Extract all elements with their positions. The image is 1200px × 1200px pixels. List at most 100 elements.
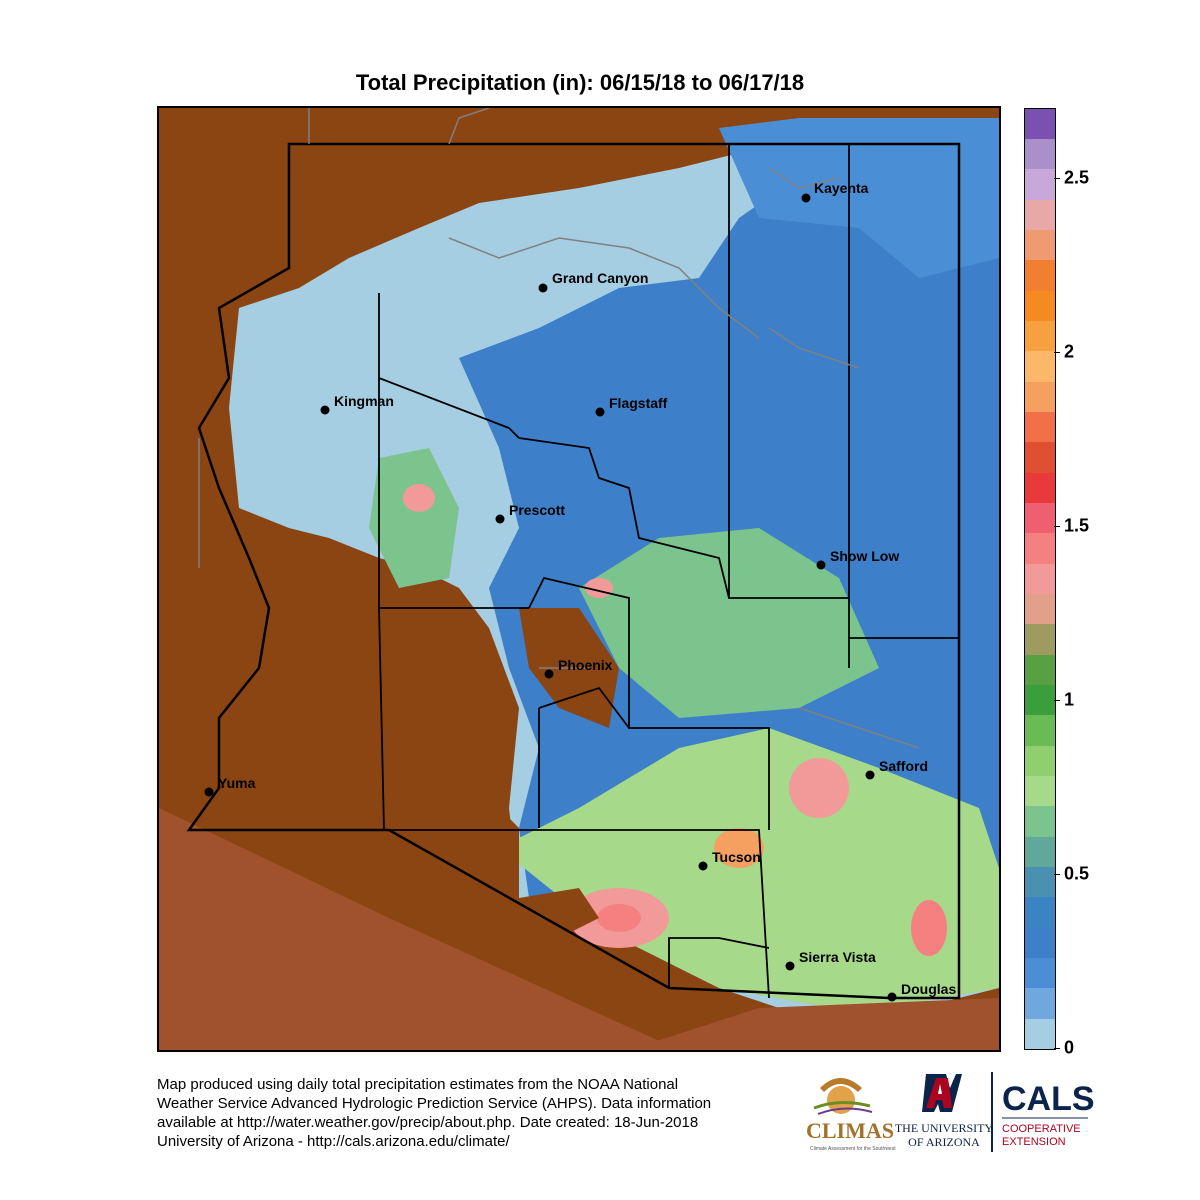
city-label-phoenix: Phoenix [558, 657, 613, 673]
colorbar-tick-mark [1054, 351, 1060, 353]
colorbar-segment [1025, 745, 1055, 777]
colorbar-segment [1025, 381, 1055, 413]
precip-green-zone-south [499, 728, 999, 1013]
colorbar-segment [1025, 199, 1055, 231]
colorbar-tick-label: 0 [1064, 1037, 1075, 1058]
city-grand-canyon: Grand Canyon [538, 270, 648, 293]
city-yuma: Yuma [204, 775, 256, 797]
city-tucson: Tucson [698, 849, 761, 871]
colorbar-segment [1025, 867, 1055, 898]
map-title: Total Precipitation (in): 06/15/18 to 06… [355, 70, 805, 95]
colorbar-segment [1025, 715, 1055, 746]
colorbar-segment [1025, 321, 1055, 352]
cals-text: CALS [1002, 1080, 1095, 1118]
city-safford: Safford [865, 758, 928, 780]
precip-blue-zone-2 [719, 118, 999, 278]
colorbar-segment [1025, 412, 1055, 443]
colorbar-tick-mark [1054, 525, 1060, 527]
colorbar-segment [1025, 230, 1055, 261]
colorbar-tick-mark [1054, 177, 1060, 179]
university-of-arizona-logo: THE UNIVERSITY OF ARIZONA [895, 1074, 994, 1149]
precip-hotspot-prescott [403, 484, 435, 512]
colorbar-tick-label: 0.5 [1064, 863, 1090, 884]
caption-line-2: Weather Service Advanced Hydrologic Pred… [157, 1095, 712, 1112]
colorbar-segment [1025, 503, 1055, 534]
reservation-outlines [198, 108, 920, 749]
dry-area-west [159, 108, 599, 988]
precip-hotspot-safford [789, 758, 849, 818]
colorbar-segment [1025, 776, 1055, 807]
colorbar-segment [1025, 927, 1055, 959]
city-label-flagstaff: Flagstaff [609, 395, 668, 411]
cals-sub-line2: EXTENSION [1002, 1136, 1066, 1148]
state-border [186, 142, 961, 1000]
city-label-kayenta: Kayenta [814, 180, 869, 196]
city-prescott: Prescott [495, 502, 565, 524]
city-phoenix: Phoenix [544, 657, 613, 679]
colorbar-segment [1025, 988, 1055, 1019]
ua-text-line2: OF ARIZONA [908, 1135, 980, 1149]
city-flagstaff: Flagstaff [595, 395, 668, 417]
colorbar-segment [1025, 624, 1055, 655]
precip-hotspot-tucson-ne [714, 828, 764, 868]
colorbar-segment [1025, 563, 1055, 595]
city-douglas: Douglas [887, 981, 956, 1002]
colorbar-segment [1025, 260, 1055, 291]
colorbar-segment [1025, 139, 1055, 170]
city-label-sierra-vista: Sierra Vista [799, 949, 876, 965]
colorbar-segment [1025, 897, 1055, 928]
dry-area-south [629, 998, 999, 1050]
colorbar-tick-mark [1054, 699, 1060, 701]
climas-text: CLIMAS [806, 1118, 894, 1143]
colorbar-tick-label: 1 [1064, 689, 1075, 710]
city-label-show-low: Show Low [830, 548, 899, 564]
colorbar-segment [1025, 472, 1055, 504]
caption-line-3: available at http://water.weather.gov/pr… [157, 1114, 699, 1131]
map-svg: Kayenta Grand Canyon Kingman Flagstaff P… [159, 108, 999, 1050]
colorbar [1024, 108, 1056, 1050]
city-label-yuma: Yuma [218, 775, 256, 791]
colorbar-segment [1025, 685, 1055, 716]
climas-subtitle: Climate Assessment for the Southwest [810, 1146, 896, 1152]
colorbar-segment [1025, 442, 1055, 473]
city-show-low: Show Low [816, 548, 899, 570]
logos-svg: CLIMAS Climate Assessment for the Southw… [806, 1072, 1095, 1152]
cals-sub-line1: COOPERATIVE [1002, 1123, 1081, 1135]
climas-logo: CLIMAS Climate Assessment for the Southw… [806, 1078, 896, 1152]
colorbar-segment [1025, 169, 1055, 200]
logos: CLIMAS Climate Assessment for the Southw… [800, 1068, 1190, 1158]
map-caption: Map produced using daily total precipita… [157, 1075, 797, 1151]
colorbar-segment [1025, 1018, 1055, 1049]
colorbar-tick-label: 2 [1064, 341, 1075, 362]
colorbar-tick-label: 2.5 [1064, 167, 1090, 188]
colorbar-tick-mark [1054, 873, 1060, 875]
ua-text-line1: THE UNIVERSITY [895, 1121, 994, 1135]
precip-hotspot-east [911, 900, 947, 956]
caption-line-1: Map produced using daily total precipita… [157, 1076, 679, 1093]
city-label-douglas: Douglas [901, 981, 956, 997]
city-label-grand-canyon: Grand Canyon [552, 270, 648, 286]
precip-green-zone-west [369, 448, 459, 588]
precip-green-zone-central [579, 528, 879, 718]
colorbar-tick-mark [1054, 1048, 1060, 1049]
cals-logo: CALS COOPERATIVE EXTENSION [1002, 1080, 1095, 1148]
county-border-2 [378, 377, 770, 988]
colorbar-segment [1025, 806, 1055, 837]
city-label-prescott: Prescott [509, 502, 565, 518]
county-border-1 [378, 144, 959, 999]
colorbar-segment [1025, 351, 1055, 382]
caption-line-4: University of Arizona - http://cals.ariz… [157, 1133, 510, 1150]
colorbar-segment [1025, 654, 1055, 686]
colorbar-segment [1025, 290, 1055, 322]
city-label-tucson: Tucson [712, 849, 761, 865]
colorbar-segment [1025, 836, 1055, 868]
city-label-kingman: Kingman [334, 393, 394, 409]
colorbar-segment [1025, 594, 1055, 625]
city-label-safford: Safford [879, 758, 928, 774]
colorbar-tick-label: 1.5 [1064, 515, 1090, 536]
colorbar-segment [1025, 958, 1055, 989]
city-kayenta: Kayenta [801, 180, 869, 203]
precipitation-map: Kayenta Grand Canyon Kingman Flagstaff P… [157, 106, 1001, 1052]
precip-hotspot-tucson-core [597, 904, 641, 932]
city-sierra-vista: Sierra Vista [785, 949, 876, 971]
